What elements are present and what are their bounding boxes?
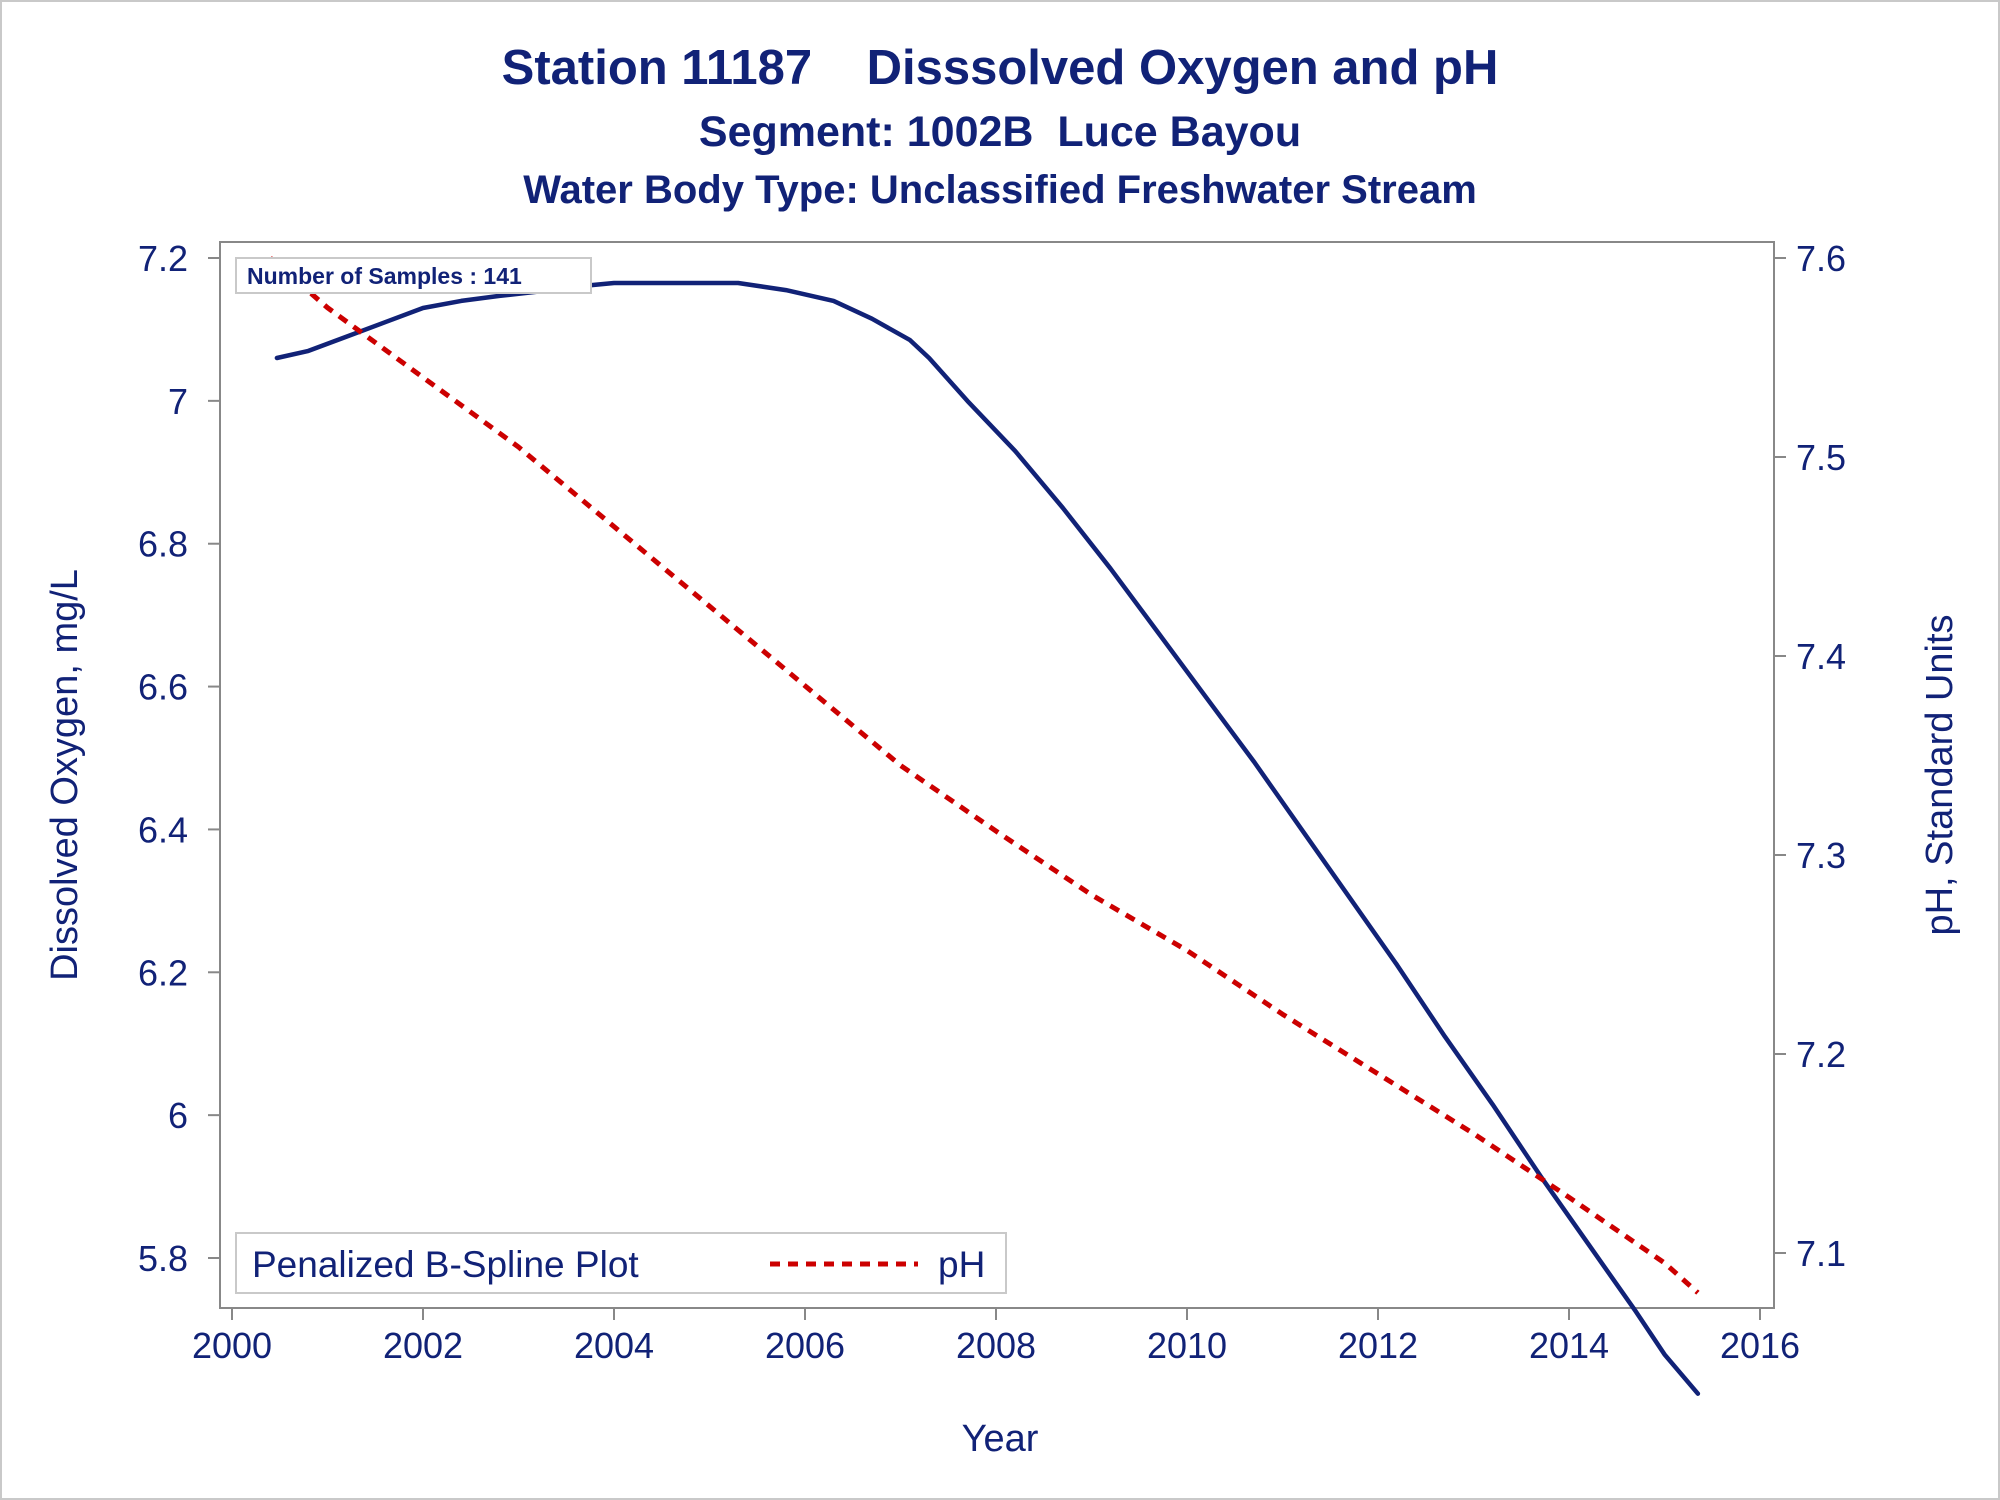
chart-title: Station 11187 Disssolved Oxygen and pH xyxy=(501,41,1499,95)
dissolved-oxygen-series-line xyxy=(274,280,1701,1396)
y-left-tick-label: 7 xyxy=(168,381,188,422)
y-left-tick-label: 5.8 xyxy=(138,1238,188,1279)
legend-title: Penalized B-Spline Plot xyxy=(252,1244,639,1285)
x-tick-label: 2010 xyxy=(1147,1325,1227,1366)
y-left-tick-label: 6.8 xyxy=(138,524,188,565)
x-axis-label: Year xyxy=(962,1418,1039,1460)
samples-annotation-box xyxy=(235,257,592,294)
y-left-tick-label: 6.2 xyxy=(138,952,188,993)
samples-annotation-text: Number of Samples : 141 xyxy=(247,263,522,289)
y-right-tick-label: 7.4 xyxy=(1796,636,1846,677)
x-tick-label: 2016 xyxy=(1720,1325,1800,1366)
y-left-tick-label: 7.2 xyxy=(138,238,188,279)
x-tick-label: 2012 xyxy=(1338,1325,1418,1366)
series-layer xyxy=(268,256,1701,1396)
y-axis-left-label: Dissolved Oxygen, mg/L xyxy=(44,569,86,981)
axis-layer: 2000 2002 2004 2006 2008 2010 2012 2014 2016 5.8 6… xyxy=(138,238,1846,1366)
y-right-tick-label: 7.1 xyxy=(1796,1233,1846,1274)
samples-annotation: Number of Samples : 141 xyxy=(235,257,592,294)
y-right-tick-label: 7.3 xyxy=(1796,835,1846,876)
plot-area xyxy=(219,241,1775,1309)
x-tick-label: 2002 xyxy=(383,1325,463,1366)
y-left-tick-label: 6.4 xyxy=(138,809,188,850)
ph-series-line xyxy=(268,256,1700,1295)
chart-subtitle-water-body: Water Body Type: Unclassified Freshwater… xyxy=(523,168,1477,212)
y-right-tick-label: 7.6 xyxy=(1796,238,1846,279)
y-right-tick-label: 7.2 xyxy=(1796,1034,1846,1075)
x-tick-label: 2006 xyxy=(765,1325,845,1366)
x-tick-label: 2008 xyxy=(956,1325,1036,1366)
y-left-tick-label: 6.6 xyxy=(138,667,188,708)
x-tick-label: 2004 xyxy=(574,1325,654,1366)
x-tick-label: 2014 xyxy=(1529,1325,1609,1366)
legend-ph-label: pH xyxy=(938,1244,985,1285)
y-left-tick-label: 6 xyxy=(168,1095,188,1136)
legend: Penalized B-Spline Plot pH xyxy=(235,1232,1007,1294)
x-tick-label: 2000 xyxy=(192,1325,272,1366)
chart-subtitle-segment: Segment: 1002B Luce Bayou xyxy=(698,108,1302,156)
legend-box xyxy=(235,1232,1007,1294)
y-axis-right-label: pH, Standard Units xyxy=(1919,614,1961,935)
y-right-tick-label: 7.5 xyxy=(1796,437,1846,478)
